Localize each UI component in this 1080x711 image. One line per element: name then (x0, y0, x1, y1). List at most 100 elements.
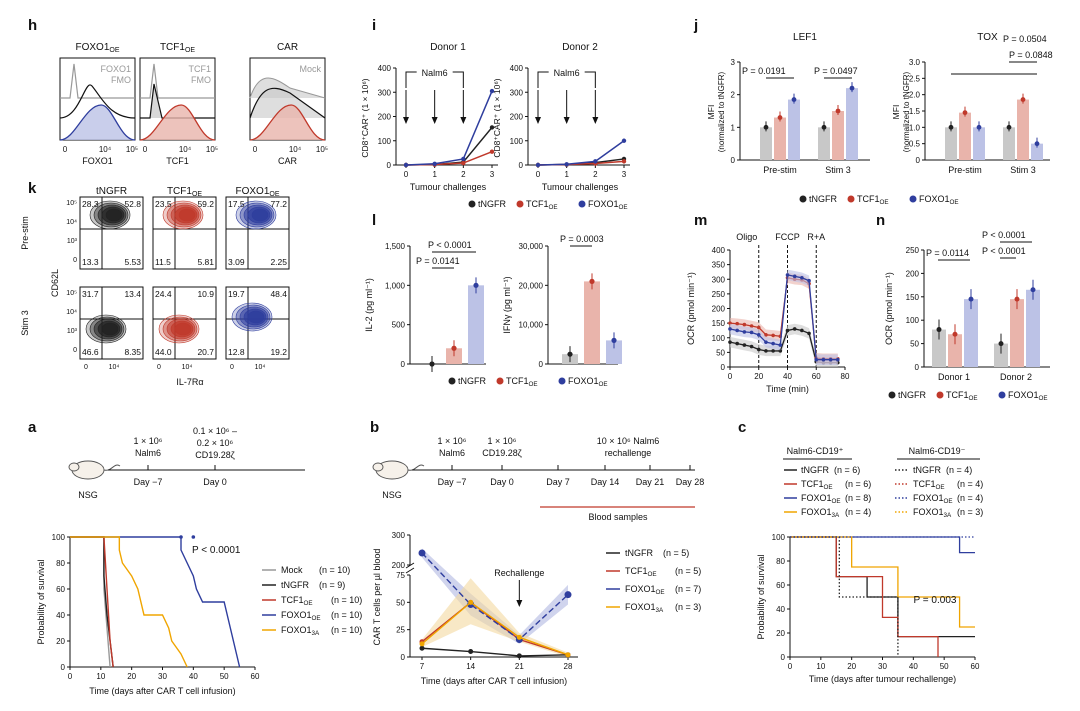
y-tick-label: 200 (510, 113, 524, 122)
x-tick-label: 0 (63, 145, 68, 154)
data-point (742, 322, 747, 327)
survival-curve (70, 536, 241, 668)
y-tick-label: 80 (776, 557, 785, 566)
y-tick-label: 0 (401, 360, 406, 369)
legend-n: (n = 3) (957, 507, 983, 517)
timeline-label: Day 0 (203, 477, 227, 487)
legend-label: TCF1OE (913, 479, 945, 491)
legend-n: (n = 4) (845, 507, 871, 517)
data-point (962, 110, 968, 116)
y-tick-label: 300 (378, 88, 392, 97)
panel-label-b: b (370, 419, 379, 436)
bar (973, 127, 985, 160)
quadrant-value: 8.35 (124, 347, 141, 357)
arrow-head (535, 117, 541, 124)
legend-marker (558, 377, 566, 385)
p-value-label: P = 0.0191 (742, 66, 786, 76)
quadrant-value: 28.3 (82, 199, 99, 209)
series-line (421, 601, 569, 656)
timeline-label: Nalm6 (439, 448, 465, 458)
timeline-label: Blood samples (588, 512, 648, 522)
y-tick-label: 200 (712, 305, 726, 314)
quadrant-value: 48.4 (270, 289, 287, 299)
series-line (421, 552, 569, 641)
x-axis-label: FOXO1 (82, 156, 113, 166)
y-tick-label: 100 (772, 533, 786, 542)
data-point (535, 162, 541, 168)
data-point (565, 652, 571, 658)
data-point (792, 274, 797, 279)
legend-group-title: Nalm6-CD19⁺ (787, 446, 844, 456)
legend-label: FOXO1OE (801, 493, 841, 505)
histogram-control-label: FMO (191, 75, 211, 85)
bar (468, 285, 484, 364)
timeline-label: 0.1 × 10⁶ – (193, 426, 237, 436)
legend-marker (578, 200, 586, 208)
annotation-bg (416, 66, 453, 78)
p-value-label: P = 0.0003 (560, 234, 604, 244)
bar (994, 343, 1008, 367)
mouse-icon (68, 462, 80, 472)
x-tick-label: 0 (68, 672, 73, 681)
quadrant-value: 3.09 (228, 257, 245, 267)
y-tick-label: 50 (396, 598, 405, 607)
legend-label: FOXO1OE (568, 376, 608, 388)
legend-marker (496, 377, 504, 385)
chart-n: 0 50 100 150 200 250 Donor 1 Donor 2 P = 0.0114 P… (884, 230, 1050, 402)
data-point (567, 351, 573, 357)
data-point (968, 296, 974, 302)
y-tick-label: 20 (56, 637, 65, 646)
data-point (849, 85, 855, 91)
panel-label-j: j (693, 17, 698, 34)
data-point (742, 330, 747, 334)
x-tick-label: 10⁴ (109, 364, 120, 371)
data-point (785, 273, 790, 277)
quadrant-value: 11.5 (155, 257, 171, 267)
p-value-label: P = 0.0114 (926, 248, 969, 258)
data-point (814, 357, 819, 362)
survival-curve (790, 536, 939, 657)
quadrant-value: 23.5 (155, 199, 172, 209)
bar (584, 281, 600, 364)
arrow-head (460, 117, 467, 124)
legend-n: (n = 4) (957, 493, 983, 503)
y-tick-label: 2 (731, 91, 736, 100)
quadrant-value: 17.5 (228, 199, 245, 209)
data-point (791, 97, 797, 102)
legend-label: tNGFR (898, 390, 926, 400)
timeline-label: CD19.28ζ (482, 448, 522, 458)
series-line (405, 126, 493, 166)
x-tick-label: 40 (189, 672, 198, 681)
y-tick-label: 30,000 (519, 242, 544, 251)
histogram-control-label: TCF1 (189, 64, 212, 74)
data-point (1034, 141, 1040, 147)
annotation-label: Rechallenge (494, 568, 544, 578)
bar (964, 299, 978, 367)
censor-mark (179, 535, 183, 539)
contour-frame (79, 286, 144, 360)
timeline-label: NSG (78, 490, 98, 500)
series-line (537, 140, 625, 166)
x-axis-label: CAR (278, 156, 298, 166)
y-axis-label: OCR (pmol min⁻¹) (884, 272, 894, 345)
data-point (976, 124, 982, 130)
quadrant-value: 52.8 (124, 199, 141, 209)
legend-n: (n = 5) (663, 548, 689, 558)
injection-label: Oligo (736, 232, 757, 242)
histogram-title: TCF1OE (160, 42, 195, 54)
data-point (1020, 97, 1026, 102)
y-axis-label: IFNγ (pg ml⁻¹) (502, 276, 512, 333)
quadrant-value: 2.25 (270, 257, 287, 267)
y-tick-label: 1.5 (909, 107, 921, 116)
y-tick-label: 300 (510, 88, 524, 97)
x-tick-label: 0 (404, 170, 409, 179)
legend-label: tNGFR (478, 199, 506, 209)
x-tick-label: Donor 2 (1000, 372, 1032, 382)
y-tick-label: 10³ (67, 328, 78, 335)
y-tick-label: 0 (916, 156, 921, 165)
legend-label: FOXO13A (625, 602, 664, 614)
legend-label: FOXO1OE (919, 194, 959, 206)
contour-ring (247, 310, 265, 324)
data-point (821, 124, 827, 130)
